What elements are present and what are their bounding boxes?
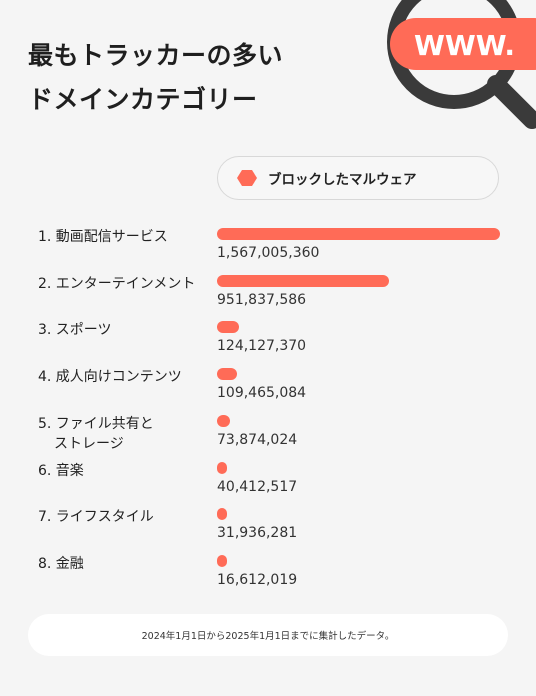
category-label-line: 1. 動画配信サービス: [38, 229, 168, 245]
category-label-line: 3. スポーツ: [38, 322, 112, 339]
bar: [217, 414, 231, 427]
category-label: 6. 音楽: [38, 461, 208, 481]
bar: [217, 274, 389, 287]
bar: [217, 228, 500, 240]
value-label: 16,612,019: [217, 571, 298, 588]
bar: [217, 368, 237, 381]
category-label-line: 4. 成人向けコンテンツ: [38, 369, 182, 386]
hexagon-icon: [237, 170, 257, 186]
category-label: 7. ライフスタイル: [38, 507, 208, 527]
category-label-line: 2. エンターテインメント: [38, 275, 196, 292]
bar: [217, 554, 227, 567]
category-label-line: 8. 金融: [38, 555, 84, 572]
category-label-line: ストレージ: [54, 435, 124, 452]
category-label: 4. 成人向けコンテンツ: [38, 367, 208, 387]
value-label: 124,127,370: [217, 338, 307, 355]
category-label-line: 5. ファイル共有と: [38, 415, 154, 432]
value-label: 1,567,005,360: [217, 245, 320, 261]
title-line-2: ドメインカテゴリー: [28, 85, 258, 114]
magnifier-www-text: WWW.: [414, 29, 515, 62]
title-line-1: 最もトラッカーの多い: [28, 41, 284, 70]
value-label: 109,465,084: [217, 385, 307, 402]
category-label: 1. 動画配信サービス: [38, 227, 208, 247]
bar: [217, 321, 240, 334]
value-label: 73,874,024: [217, 431, 298, 448]
page-title: 最もトラッカーの多い ドメインカテゴリー: [28, 34, 283, 122]
magnifier-icon: WWW.: [387, 0, 536, 129]
value-label: 31,936,281: [217, 525, 298, 542]
footer-note: 2024年1月1日から2025年1月1日までに集計したデータ。: [141, 631, 395, 642]
category-label-line: 6. 音楽: [38, 462, 84, 479]
value-label: 40,412,517: [217, 478, 298, 495]
category-label: 5. ファイル共有とストレージ: [38, 414, 208, 454]
footer-note-box: 2024年1月1日から2025年1月1日までに集計したデータ。: [28, 614, 508, 656]
bar: [217, 461, 227, 474]
category-label: 2. エンターテインメント: [38, 274, 208, 294]
bar: [217, 508, 227, 521]
legend: ブロックしたマルウェア: [217, 156, 499, 200]
category-label: 8. 金融: [38, 554, 208, 574]
category-label: 3. スポーツ: [38, 320, 208, 340]
category-label-line: 7. ライフスタイル: [38, 509, 154, 526]
legend-label: ブロックしたマルウェア: [268, 172, 417, 188]
value-label: 951,837,586: [217, 291, 307, 308]
